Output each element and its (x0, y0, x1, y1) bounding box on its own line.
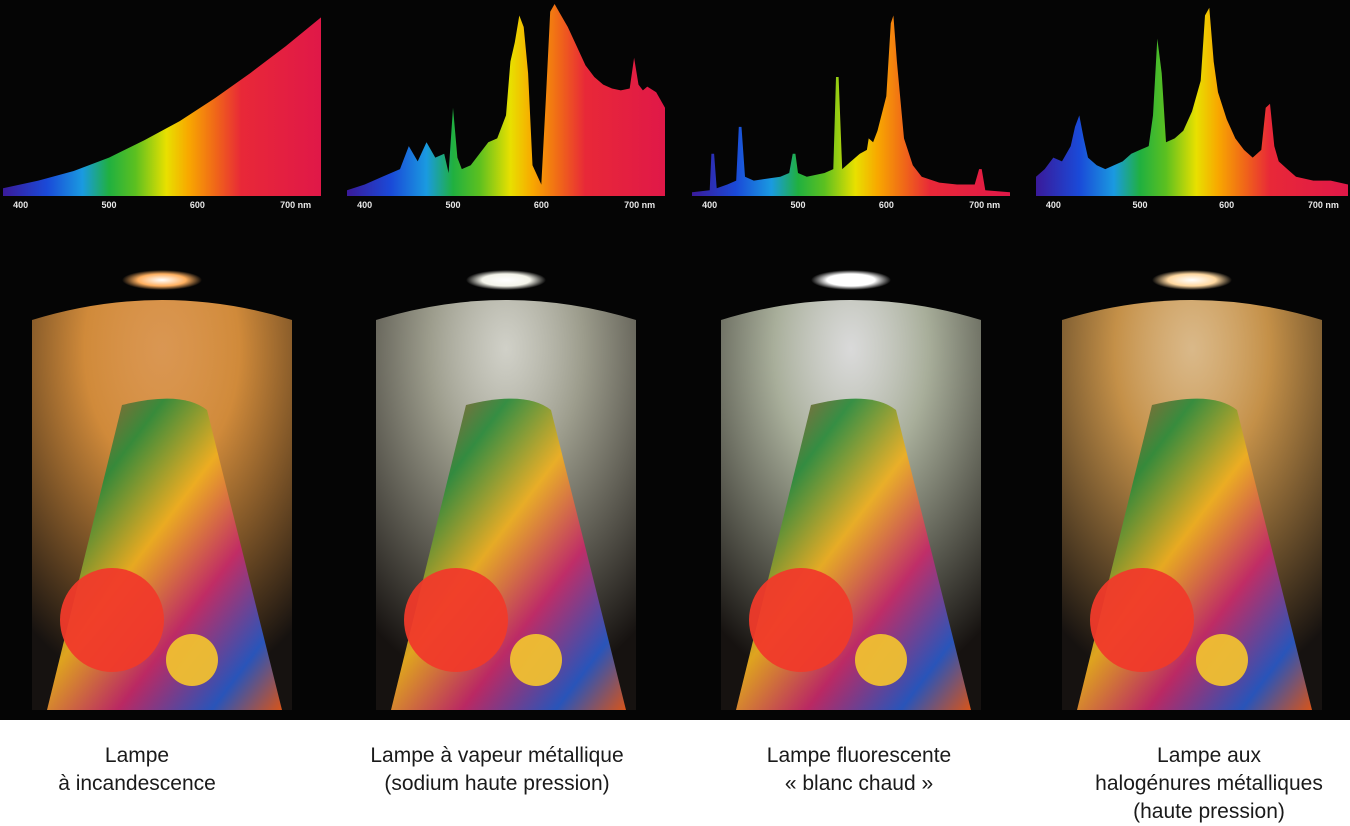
tick-label: 700 nm (969, 200, 1001, 210)
alcove-scene (376, 270, 636, 710)
caption-line: Lampe (104, 744, 170, 767)
tick-label: 400 (1045, 200, 1061, 210)
ceiling-lamp (466, 270, 546, 290)
ceiling-lamp (1152, 270, 1232, 290)
caption-line: Lampe aux (1157, 744, 1261, 767)
alcove-scene (1062, 270, 1322, 710)
caption-line: Lampe fluorescente (766, 744, 952, 767)
ceiling-lamp (811, 270, 891, 290)
spectrum-chart (347, 4, 665, 196)
spectrum-series-area (3, 17, 321, 197)
caption-line: à incandescence (58, 772, 216, 795)
tick-label: 600 (1219, 200, 1235, 210)
panel-metal-halide: 400 500 600 700 nm (1036, 0, 1348, 720)
caption-line: « blanc chaud » (784, 772, 934, 795)
yellow-flower (166, 634, 218, 686)
spectrum-series-area (692, 15, 1010, 196)
caption-line: Lampe à vapeur métallique (370, 744, 624, 767)
spectrum-chart (1036, 7, 1348, 196)
spectrum-chart (3, 17, 321, 197)
yellow-flower (510, 634, 562, 686)
red-paper-flower (749, 568, 853, 672)
tick-label: 400 (13, 200, 29, 210)
tick-label: 500 (1132, 200, 1148, 210)
tick-label: 600 (533, 200, 549, 210)
tick-label: 700 nm (624, 200, 656, 210)
tick-label: 600 (878, 200, 894, 210)
caption-line: (sodium haute pression) (384, 772, 610, 795)
alcove-scene (721, 270, 981, 710)
tick-label: 600 (189, 200, 205, 210)
red-paper-flower (404, 568, 508, 672)
spectrum-series-area (1036, 7, 1348, 196)
caption-incandescent: Lampe à incandescence (58, 742, 216, 798)
ceiling-lamp (122, 270, 202, 290)
caption-fluorescent: Lampe fluorescente « blanc chaud » (767, 742, 951, 798)
caption-metal-halide: Lampe aux halogénures métalliques (haute… (1095, 742, 1323, 826)
caption-line: halogénures métalliques (1095, 772, 1323, 795)
yellow-flower (855, 634, 907, 686)
red-paper-flower (1090, 568, 1194, 672)
alcove-scene (32, 270, 292, 710)
tick-label: 700 nm (280, 200, 312, 210)
panel-incandescent: 400 500 600 700 nm (3, 0, 321, 720)
panel-fluorescent: 400 500 600 700 nm (692, 0, 1010, 720)
caption-line: (haute pression) (1133, 800, 1285, 823)
lamp-comparison-photo: 400 500 600 700 nm 400 500 600 700 nm 400 500 60… (0, 0, 1350, 720)
spectrum-chart (692, 15, 1010, 196)
tick-label: 400 (357, 200, 373, 210)
tick-label: 400 (702, 200, 718, 210)
tick-label: 500 (445, 200, 461, 210)
red-paper-flower (60, 568, 164, 672)
caption-sodium: Lampe à vapeur métallique (sodium haute … (370, 742, 623, 798)
tick-label: 500 (790, 200, 806, 210)
tick-label: 500 (101, 200, 117, 210)
tick-label: 700 nm (1307, 200, 1339, 210)
spectrum-series-area (347, 4, 665, 196)
yellow-flower (1196, 634, 1248, 686)
panel-sodium: 400 500 600 700 nm (347, 0, 665, 720)
